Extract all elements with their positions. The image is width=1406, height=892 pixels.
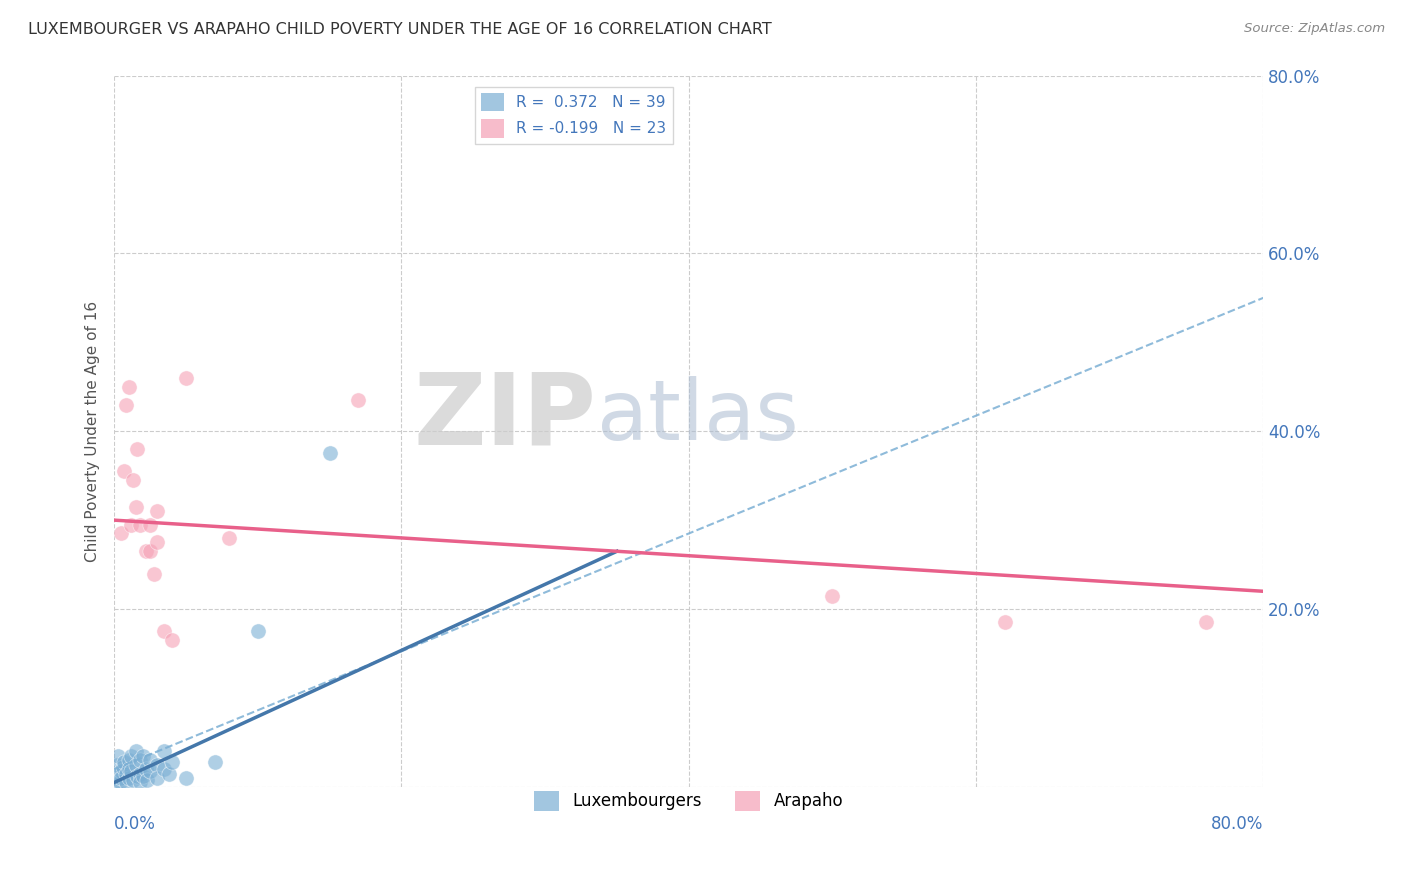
Text: 0.0%: 0.0% [114, 815, 156, 833]
Point [114, 766, 136, 780]
Point [127, 769, 149, 783]
Point [108, 775, 131, 789]
Point [105, 766, 128, 780]
Point [246, 624, 269, 639]
Point [112, 464, 135, 478]
Point [347, 393, 370, 408]
Point [112, 755, 135, 769]
Point [160, 755, 183, 769]
Point [1195, 615, 1218, 630]
Point [107, 748, 129, 763]
Point [157, 766, 180, 780]
Point [136, 772, 159, 787]
Point [143, 566, 166, 581]
Legend: Luxembourgers, Arapaho: Luxembourgers, Arapaho [527, 784, 851, 818]
Point [153, 624, 176, 639]
Point [135, 762, 157, 776]
Point [160, 633, 183, 648]
Point [139, 517, 162, 532]
Point [117, 771, 139, 785]
Text: ZIP: ZIP [413, 368, 596, 466]
Point [110, 526, 132, 541]
Point [117, 753, 139, 767]
Point [153, 762, 176, 776]
Point [132, 769, 155, 783]
Point [129, 766, 152, 780]
Point [174, 771, 197, 785]
Y-axis label: Child Poverty Under the Age of 16: Child Poverty Under the Age of 16 [86, 301, 100, 562]
Point [111, 760, 134, 774]
Point [125, 500, 148, 514]
Point [120, 764, 142, 778]
Point [218, 531, 240, 545]
Point [146, 757, 169, 772]
Point [135, 544, 157, 558]
Point [146, 504, 169, 518]
Point [114, 775, 136, 789]
Point [153, 744, 176, 758]
Point [114, 398, 136, 412]
Point [105, 757, 128, 772]
Text: LUXEMBOURGER VS ARAPAHO CHILD POVERTY UNDER THE AGE OF 16 CORRELATION CHART: LUXEMBOURGER VS ARAPAHO CHILD POVERTY UN… [28, 22, 772, 37]
Point [129, 753, 152, 767]
Point [125, 744, 148, 758]
Point [121, 473, 143, 487]
Point [127, 442, 149, 456]
Point [139, 544, 162, 558]
Text: Source: ZipAtlas.com: Source: ZipAtlas.com [1244, 22, 1385, 36]
Point [120, 517, 142, 532]
Point [129, 775, 152, 789]
Point [132, 748, 155, 763]
Point [120, 748, 142, 763]
Point [110, 771, 132, 785]
Point [139, 753, 162, 767]
Point [117, 762, 139, 776]
Text: 80.0%: 80.0% [1211, 815, 1264, 833]
Point [318, 446, 340, 460]
Point [105, 775, 128, 789]
Point [117, 380, 139, 394]
Point [174, 371, 197, 385]
Point [110, 764, 132, 778]
Point [139, 764, 162, 778]
Point [994, 615, 1017, 630]
Point [204, 755, 226, 769]
Point [125, 757, 148, 772]
Point [129, 517, 152, 532]
Point [146, 535, 169, 549]
Point [146, 771, 169, 785]
Text: atlas: atlas [596, 376, 799, 458]
Point [121, 772, 143, 787]
Point [821, 589, 844, 603]
